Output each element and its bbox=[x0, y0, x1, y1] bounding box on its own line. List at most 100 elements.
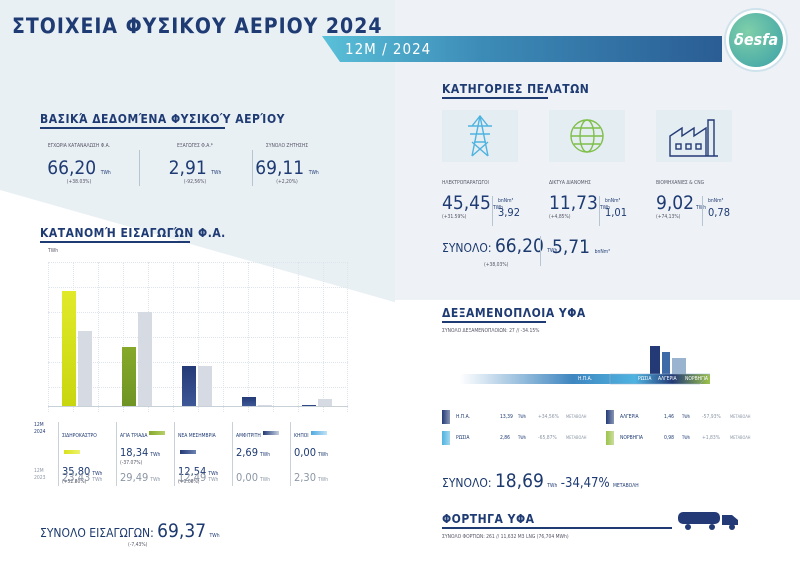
kpi-change: (+38.03%) bbox=[66, 179, 92, 185]
power-tower-icon bbox=[468, 114, 492, 157]
lng-country: ΑΛΓΕΡΙΑ bbox=[620, 414, 639, 420]
lng-unit: TWh bbox=[682, 414, 691, 419]
legend-category-label: ΑΓΙΑ ΤΡΙΑΔΑ bbox=[120, 433, 148, 439]
value-2024-unit: TWh bbox=[260, 452, 271, 458]
lng-value: 2,86 bbox=[500, 435, 511, 441]
value-2024-change: (-37.07%) bbox=[120, 460, 143, 466]
lng-bar-label: Η.Π.Α. bbox=[578, 376, 593, 382]
value-2023-unit: TWh bbox=[260, 477, 271, 483]
customer-bcm-label: bnNm³ bbox=[498, 198, 514, 204]
customers-total: ΣΥΝΟΛΟ: 66,20 TWh bbox=[442, 235, 557, 257]
value-2024: 2,69 bbox=[236, 446, 259, 459]
lng-color-swatch bbox=[442, 410, 450, 424]
value-2024: 0,00 bbox=[294, 446, 317, 459]
value-2024-unit: TWh bbox=[318, 452, 329, 458]
lng-underline bbox=[442, 321, 546, 323]
network-globe-icon bbox=[570, 119, 604, 153]
legend-swatch bbox=[310, 430, 327, 435]
lng-country: Η.Π.Α. bbox=[456, 414, 471, 420]
chart-baseline bbox=[48, 406, 348, 407]
kpi-label: ΕΞΑΓΩΓΕΣ Φ.Α.* bbox=[176, 143, 214, 149]
kpi-consumption: ΕΓΧΩΡΙΑ ΚΑΤΑΝΑΛΩΣΗ Φ.Α. 66,20 TWh (+38.0… bbox=[24, 143, 134, 185]
trucks-underline bbox=[442, 527, 672, 529]
kpi-label: ΕΓΧΩΡΙΑ ΚΑΤΑΝΑΛΩΣΗ Φ.Α. bbox=[47, 143, 111, 149]
lng-value: 0,98 bbox=[664, 435, 675, 441]
basic-data-underline bbox=[40, 127, 225, 129]
customer-change: (+31.59%) bbox=[442, 214, 467, 220]
customer-change: (+74,13%) bbox=[656, 214, 681, 220]
customer-label: ΗΛΕΚΤΡΟΠΑΡΑΓΩΓΟΙ bbox=[442, 180, 489, 186]
legend-column-1: ΣΙΔΗΡΟΚΑΣΤΡΟ 35,80 TWh (+52.80%) 23,43 TWh bbox=[58, 422, 114, 486]
legend-column-4: ΑΜΦΙΤΡΙΤΗ 2,69 TWh 0,00 TWh bbox=[232, 422, 288, 486]
trucks-title: ΦΟΡΤΗΓΑ ΥΦΑ bbox=[442, 512, 535, 526]
customer-category-3: ΒΙΟΜΗΧΑΝΙΕΣ & CNG 9,02TWh (+74,13%) bnNm³ 0,… bbox=[656, 180, 760, 230]
customer-value: 11,73 bbox=[549, 192, 598, 214]
legend-swatch bbox=[262, 430, 279, 435]
imports-total-change: (-7,43%) bbox=[128, 542, 148, 548]
lng-total-note: ΜΕΤΑΒΟΛΗ bbox=[613, 483, 639, 489]
basic-data-title: ΒΑΣΙΚΆ ΔΕΔΟΜΈΝΑ ΦΥΣΙΚΟΎ ΑΕΡΊΟΥ bbox=[40, 112, 285, 126]
customers-total-unit: TWh bbox=[547, 248, 558, 254]
customers-total-value: 66,20 bbox=[494, 235, 544, 257]
logo-text: δesfa bbox=[734, 30, 779, 49]
customer-value: 45,45 bbox=[442, 192, 491, 214]
page-title: ΣΤΟΙΧΕΙΑ ΦΥΣΙΚΟΥ ΑΕΡΙΟΥ 2024 bbox=[12, 14, 383, 38]
legend-column-2: ΑΓΙΑ ΤΡΙΑΔΑ 18,34 TWh (-37.07%) 29,49 TWh bbox=[116, 422, 172, 486]
power-tower-icon-box bbox=[442, 110, 518, 162]
bar-2024 bbox=[302, 404, 316, 406]
bar-2024 bbox=[182, 365, 196, 406]
customer-separator bbox=[492, 196, 493, 226]
customer-unit: TWh bbox=[492, 205, 503, 211]
customers-total-bcm: 5,71 bnNm³ bbox=[552, 236, 610, 258]
lng-row-2: ΡΩΣΙΑ 2,86 TWh -65,87% ΜΕΤΑΒΟΛΗ bbox=[442, 431, 602, 447]
customer-change: (+4,85%) bbox=[549, 214, 571, 220]
kpi-separator bbox=[139, 150, 140, 186]
lng-bar-labels: Η.Π.Α. ΡΩΣΙΑ ΑΛΓΕΡΙΑ ΝΟΡΒΗΓΙΑ bbox=[460, 375, 720, 385]
lng-color-swatch bbox=[606, 410, 614, 424]
lng-change-note: ΜΕΤΑΒΟΛΗ bbox=[730, 435, 751, 440]
lng-bar-label: ΑΛΓΕΡΙΑ bbox=[658, 376, 677, 382]
value-2023-unit: TWh bbox=[150, 477, 161, 483]
customer-unit: TWh bbox=[696, 205, 706, 211]
value-2024-unit: TWh bbox=[92, 471, 103, 477]
value-2023: 23,43 bbox=[62, 471, 91, 484]
ship-deck-icon bbox=[672, 358, 686, 374]
legend-swatch bbox=[149, 430, 166, 435]
kpi-change: (-92,56%) bbox=[183, 179, 207, 185]
value-2024-change: (+0.00%) bbox=[178, 479, 200, 485]
imports-title: ΚΑΤΑΝΟΜΉ ΕΙΣΑΓΩΓΏΝ Φ.Α. bbox=[40, 226, 226, 240]
lng-subtitle: ΣΥΝΟΛΟ ΔΕΞΑΜΕΝΟΠΛΟΙΩΝ: 27 // -34.15% bbox=[442, 328, 540, 334]
bar-2024 bbox=[242, 397, 256, 406]
value-2024: 35,80 bbox=[62, 465, 91, 478]
factory-icon bbox=[669, 119, 718, 157]
lng-total-unit: TWh bbox=[547, 483, 558, 489]
customers-total-bcm-value: 5,71 bbox=[552, 236, 591, 258]
value-2024-change: (+52.80%) bbox=[62, 479, 87, 485]
lng-change: -57,93% bbox=[702, 414, 721, 420]
lng-unit: TWh bbox=[518, 414, 527, 419]
lng-unit: TWh bbox=[682, 435, 691, 440]
value-2023-unit: TWh bbox=[318, 477, 329, 483]
lng-bar-label: ΝΟΡΒΗΓΙΑ bbox=[685, 376, 708, 382]
imports-underline bbox=[40, 241, 190, 243]
year-2023-label: 12M 2023 bbox=[34, 468, 46, 481]
bar-2023 bbox=[138, 311, 152, 406]
ship-tower-icon bbox=[662, 352, 670, 374]
legend-category-label: ΚΗΠΟΙ bbox=[294, 433, 309, 439]
lng-bar-label: ΡΩΣΙΑ bbox=[638, 376, 652, 382]
value-2024: 18,34 bbox=[120, 446, 149, 459]
kpi-value: 2,91 bbox=[168, 157, 207, 179]
ship-hull-icon bbox=[609, 373, 711, 385]
customer-separator bbox=[702, 196, 703, 226]
kpi-exports: ΕΞΑΓΩΓΕΣ Φ.Α.* 2,91 TWh (-92,56%) bbox=[140, 143, 250, 185]
legend-swatch bbox=[180, 449, 196, 454]
lng-country: ΡΩΣΙΑ bbox=[456, 435, 470, 441]
customer-bcm-label: bnNm³ bbox=[605, 198, 621, 204]
customer-bcm-value: 0,78 bbox=[708, 206, 731, 219]
lng-total: ΣΥΝΟΛΟ: 18,69 TWh -34,47% ΜΕΤΑΒΟΛΗ bbox=[442, 470, 639, 492]
value-2023: 12,49 bbox=[178, 471, 207, 484]
kpi-unit: TWh bbox=[100, 170, 111, 176]
lng-title: ΔΕΞΑΜΕΝΟΠΛΟΙΑ ΥΦΑ bbox=[442, 306, 586, 320]
customer-separator bbox=[599, 196, 600, 226]
lng-change-note: ΜΕΤΑΒΟΛΗ bbox=[566, 414, 587, 419]
